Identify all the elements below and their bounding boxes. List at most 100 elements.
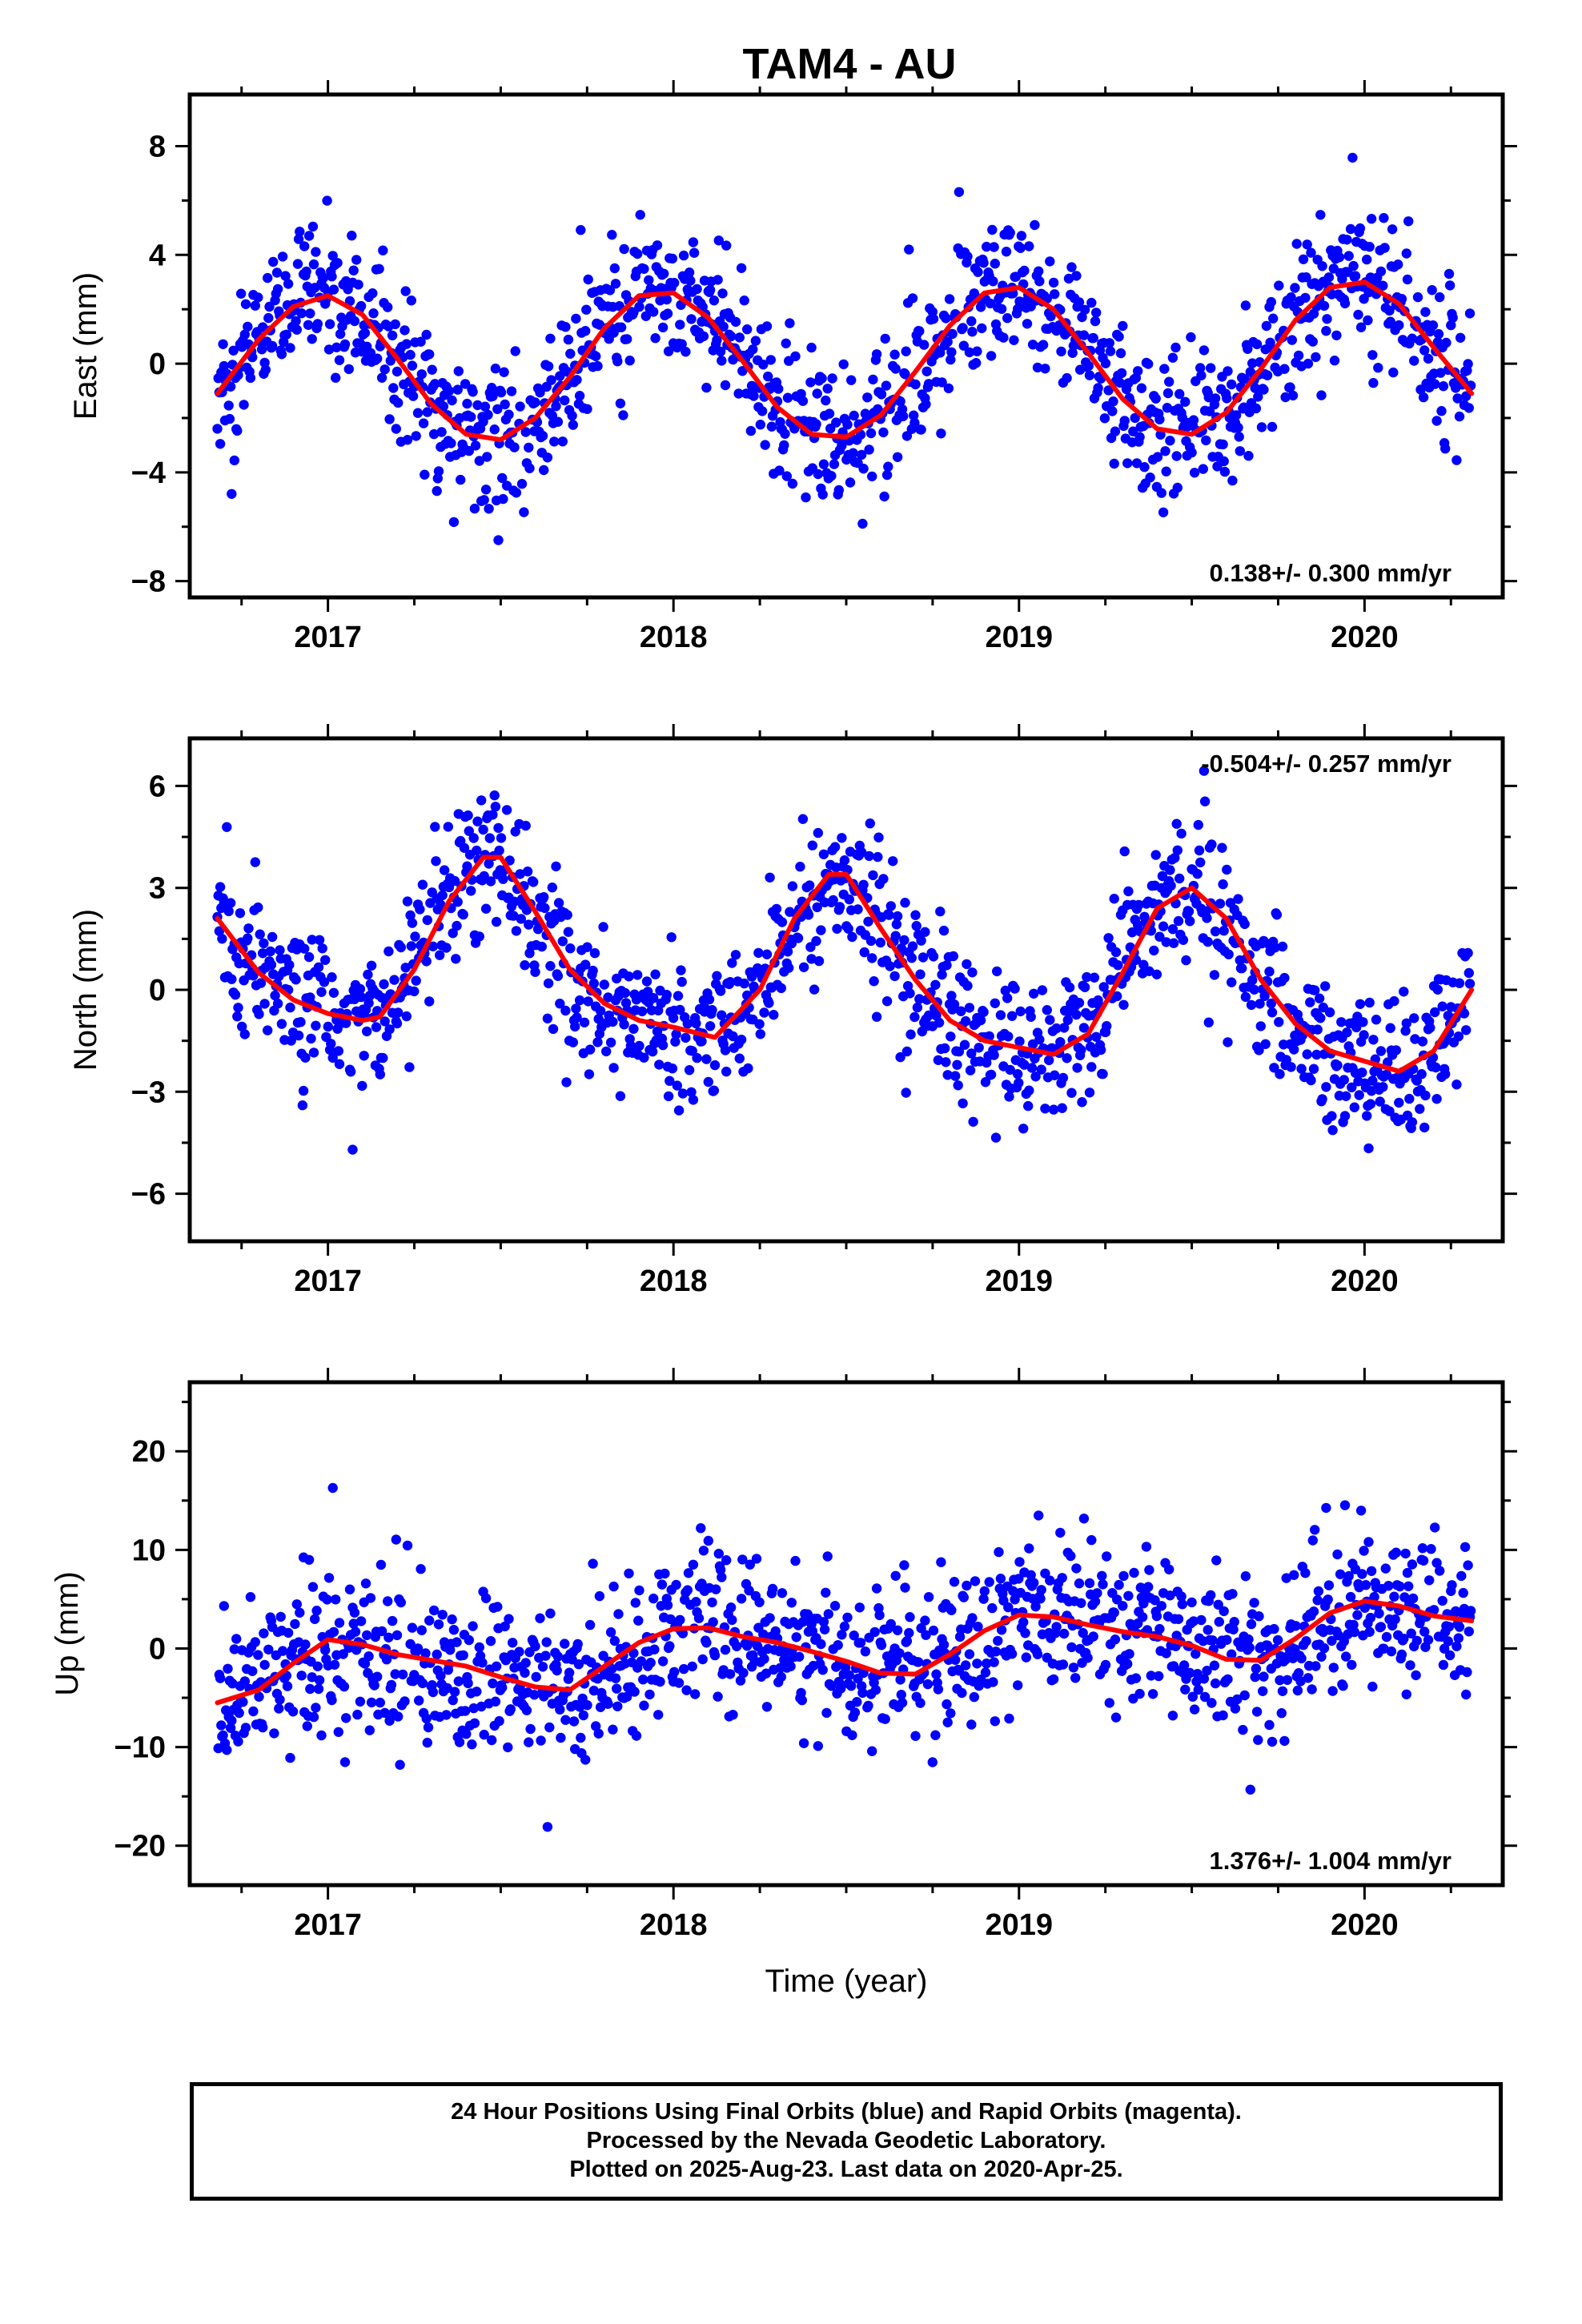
data-point (239, 1676, 250, 1687)
data-point (322, 1594, 332, 1605)
data-point (1161, 937, 1171, 947)
data-point (873, 851, 883, 862)
data-point (688, 1095, 699, 1105)
data-point (552, 1665, 562, 1676)
data-point (796, 1687, 806, 1699)
data-point (989, 242, 999, 252)
data-point (692, 1052, 702, 1063)
data-point (758, 1629, 769, 1640)
data-point (1102, 1551, 1112, 1562)
data-point (905, 1612, 915, 1622)
data-point (648, 307, 659, 317)
data-point (889, 971, 900, 982)
data-point (1231, 410, 1242, 420)
data-point (650, 333, 661, 344)
data-point (727, 1614, 737, 1626)
data-point (898, 411, 909, 421)
data-point (701, 1054, 712, 1064)
data-point (853, 904, 863, 915)
data-point (258, 322, 268, 332)
data-point (1424, 1575, 1435, 1586)
data-point (260, 364, 271, 375)
data-point (369, 1680, 379, 1691)
data-point (245, 1592, 256, 1602)
data-point (717, 356, 727, 366)
data-point (428, 941, 439, 952)
data-point (567, 410, 577, 421)
data-point (464, 1634, 474, 1646)
data-point (402, 1540, 413, 1551)
data-point (379, 364, 390, 375)
data-point (1066, 1088, 1077, 1098)
data-point (1178, 935, 1189, 946)
data-point (414, 1695, 424, 1706)
data-point (1343, 1570, 1354, 1582)
data-point (803, 910, 814, 920)
data-point (472, 816, 483, 826)
data-point (256, 344, 267, 355)
data-point (630, 1598, 640, 1608)
data-point (493, 822, 504, 834)
data-point (480, 485, 492, 495)
data-point (782, 947, 793, 957)
data-point (933, 1055, 944, 1066)
data-point (542, 1013, 553, 1024)
data-point (212, 424, 223, 434)
data-point (703, 1076, 713, 1088)
data-point (897, 1698, 908, 1708)
data-point (826, 1681, 837, 1691)
data-point (954, 187, 965, 197)
data-point (568, 1037, 578, 1047)
data-point (757, 406, 768, 416)
data-point (308, 1711, 319, 1723)
x-axis-title: Time (year) (765, 1964, 928, 1999)
data-point (1130, 412, 1140, 424)
data-point (243, 933, 253, 943)
data-point (497, 472, 508, 484)
data-point (339, 1681, 350, 1692)
data-point (1327, 1635, 1337, 1647)
data-point (572, 375, 582, 385)
data-point (1223, 366, 1233, 376)
data-point (937, 969, 947, 980)
data-point (435, 950, 445, 960)
data-point (1405, 1660, 1415, 1671)
data-point (250, 1637, 260, 1647)
data-point (1086, 297, 1097, 308)
data-point (873, 832, 884, 842)
data-point (510, 826, 520, 837)
data-point (797, 1695, 807, 1706)
data-point (900, 1582, 910, 1593)
data-point (964, 1003, 975, 1013)
data-point (560, 1005, 571, 1016)
data-point (1162, 403, 1173, 413)
data-point (1375, 1622, 1387, 1632)
data-point (1322, 314, 1332, 324)
data-point (1327, 1686, 1338, 1696)
data-point (905, 1029, 916, 1039)
data-point (347, 1144, 358, 1155)
data-point (1143, 359, 1154, 369)
data-point (536, 1735, 546, 1746)
data-point (351, 255, 362, 265)
data-point (1243, 1634, 1254, 1645)
data-point (1118, 320, 1128, 332)
data-point (443, 822, 453, 832)
data-point (942, 1699, 952, 1710)
data-point (1154, 1671, 1164, 1682)
data-point (846, 1681, 857, 1691)
data-point (1118, 1601, 1128, 1611)
data-point (284, 959, 295, 971)
data-point (901, 1046, 913, 1057)
data-point (556, 1732, 566, 1743)
data-point (462, 398, 472, 409)
data-point (1103, 933, 1114, 943)
data-point (681, 1032, 691, 1043)
data-point (235, 288, 247, 299)
data-point (318, 272, 329, 283)
data-point (842, 420, 853, 430)
data-point (1099, 413, 1110, 424)
data-point (1453, 1633, 1464, 1643)
data-point (366, 1697, 377, 1708)
data-point (1166, 880, 1176, 891)
